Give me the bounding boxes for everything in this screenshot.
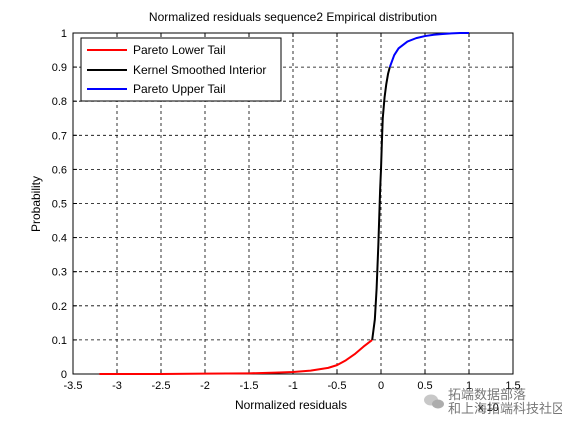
y-tick-label: 0.7: [52, 130, 67, 142]
legend-label-upper-tail: Pareto Upper Tail: [133, 82, 226, 96]
y-tick-label: 1: [61, 28, 67, 40]
y-tick-label: 0.6: [52, 164, 67, 176]
watermark-text-line-2: 和上海拓端科技社区: [448, 401, 562, 417]
watermark-text-line-1: 拓端数据部落: [448, 388, 526, 403]
x-tick-label: -0.5: [328, 380, 347, 392]
x-tick-label: -1: [288, 380, 298, 392]
series-line-upper-tail: [388, 32, 469, 68]
y-tick-label: 0.9: [52, 62, 67, 74]
ticks-layer: -3.5 -3 -2.5 -2 -1.5 -1 -0.5 0 0.5 1 1.5 0 0.1 0.2 0.3…: [52, 28, 521, 392]
legend-label-lower-tail: Pareto Lower Tail: [133, 43, 226, 57]
x-tick-label: -2.5: [152, 380, 171, 392]
y-tick-label: 0.3: [52, 267, 67, 279]
x-axis-label: Normalized residuals: [235, 398, 347, 412]
x-tick-label: -2: [200, 380, 210, 392]
series-layer: [99, 32, 469, 375]
chart-title: Normalized residuals sequence2 Empirical…: [149, 10, 437, 24]
x-tick-label: -1.5: [240, 380, 259, 392]
y-axis-label: Probability: [29, 176, 43, 232]
x-tick-label: -3: [112, 380, 122, 392]
x-tick-label: 0.5: [417, 380, 432, 392]
wechat-icon: [424, 394, 444, 409]
x-exponent-label: x 10: [478, 402, 499, 414]
x-tick-label: 1: [466, 380, 472, 392]
y-tick-label: 0: [61, 369, 67, 381]
y-tick-label: 0.8: [52, 96, 67, 108]
y-tick-label: 0.1: [52, 335, 67, 347]
x-tick-label: 1.5: [505, 380, 520, 392]
x-tick-label: -3.5: [64, 380, 83, 392]
watermark: 拓端数据部落 和上海拓端科技社区: [424, 388, 562, 417]
series-line-lower-tail: [99, 339, 373, 375]
legend: Pareto Lower Tail Kernel Smoothed Interi…: [80, 37, 282, 102]
y-tick-label: 0.2: [52, 301, 67, 313]
y-tick-label: 0.5: [52, 199, 67, 211]
x-tick-label: 0: [378, 380, 384, 392]
series-line-interior: [371, 66, 391, 341]
legend-label-interior: Kernel Smoothed Interior: [133, 63, 266, 77]
y-tick-label: 0.4: [52, 233, 67, 245]
